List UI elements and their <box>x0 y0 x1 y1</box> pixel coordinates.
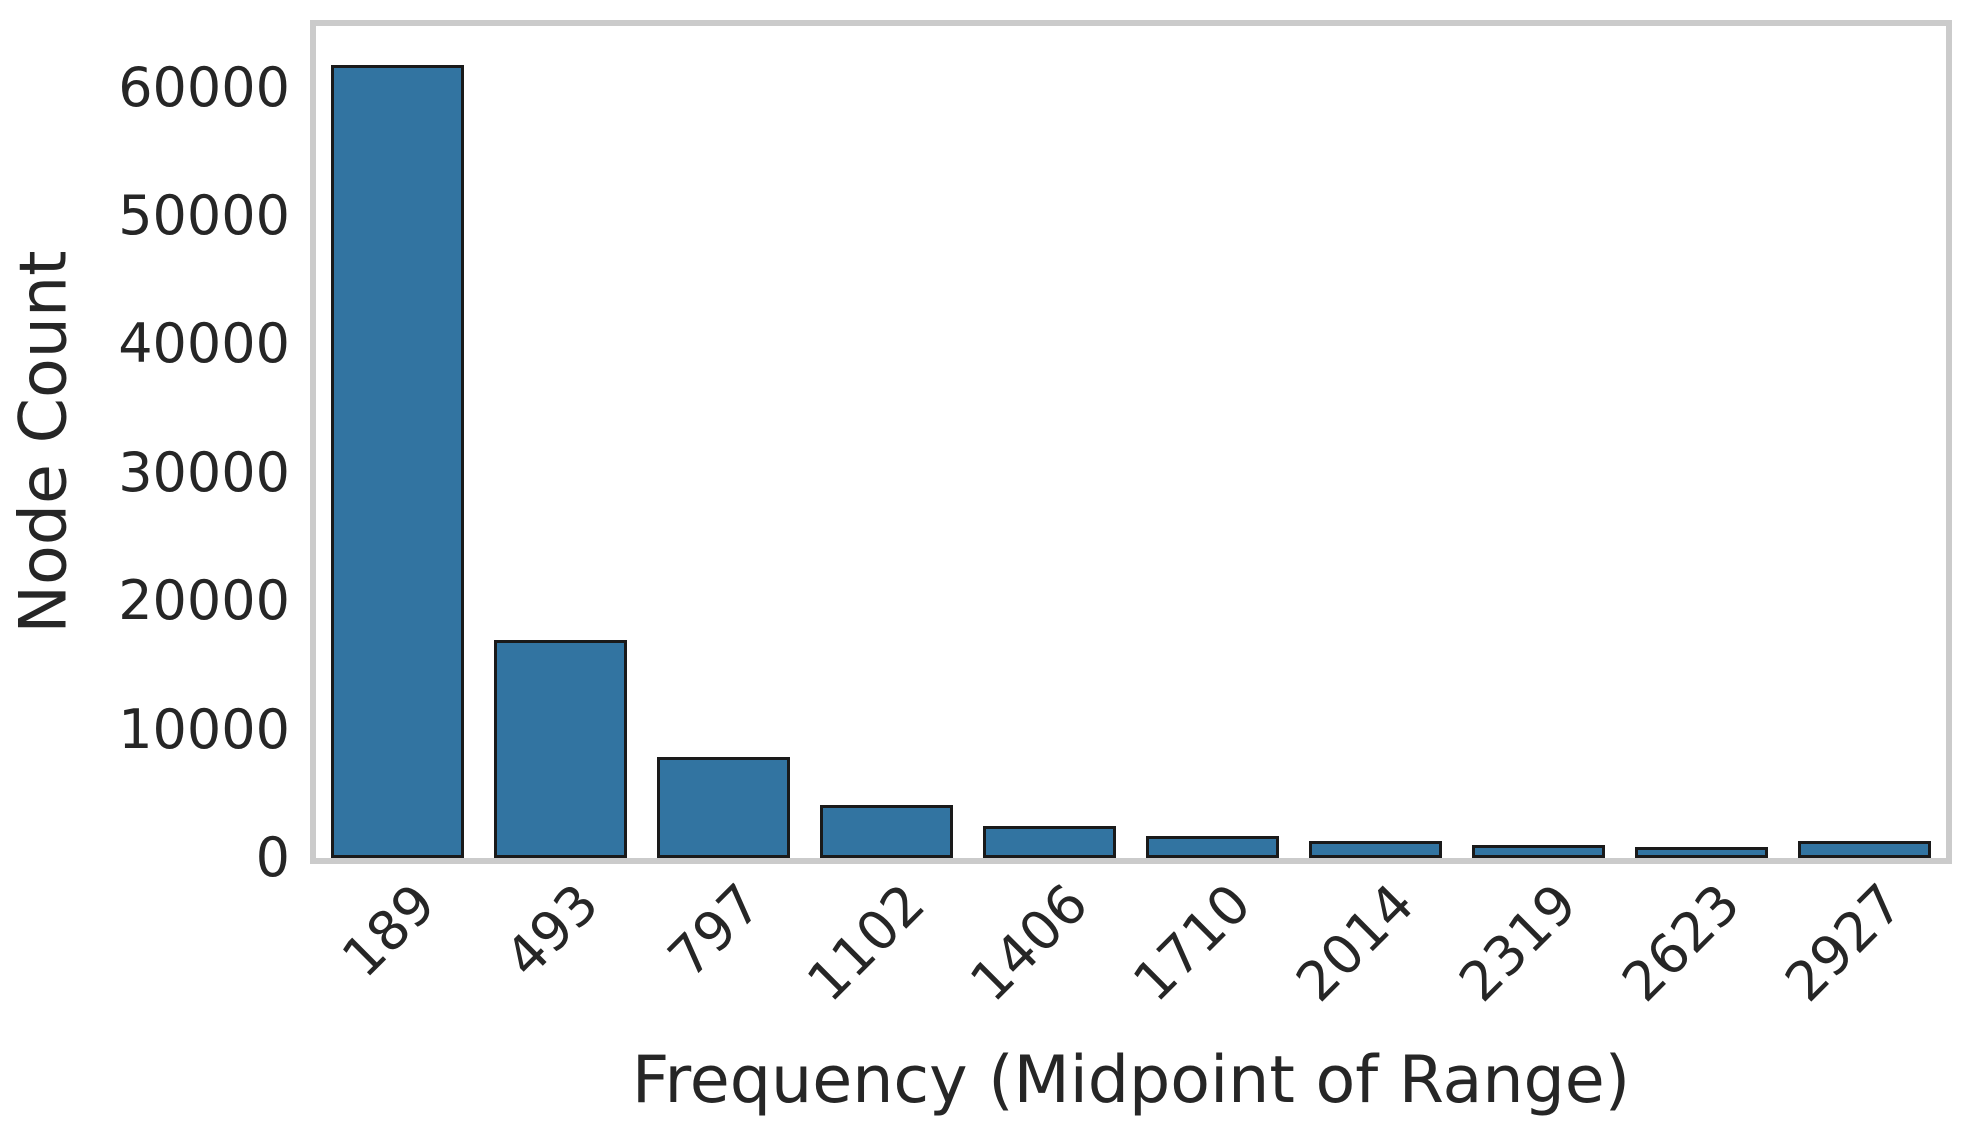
bar-slot <box>316 26 479 858</box>
x-tick-label: 2623 <box>1610 871 1752 1014</box>
y-tick-label: 50000 <box>118 184 290 248</box>
bar <box>983 825 1116 858</box>
y-tick-label: 40000 <box>118 312 290 376</box>
bar-slot <box>1131 26 1294 858</box>
bar <box>820 805 953 858</box>
x-tick-label: 1102 <box>795 871 937 1014</box>
y-tick-label: 20000 <box>118 569 290 633</box>
y-tick-label: 10000 <box>118 697 290 761</box>
x-tick-label: 2014 <box>1284 871 1426 1014</box>
bar-slot <box>479 26 642 858</box>
plot-area <box>310 20 1952 864</box>
x-tick-label: 493 <box>493 871 611 990</box>
y-tick-label: 60000 <box>118 55 290 119</box>
bar <box>494 639 627 858</box>
x-tick-label: 797 <box>656 871 774 990</box>
y-tick-label: 0 <box>255 826 290 889</box>
bars <box>316 26 1946 858</box>
bar <box>1146 836 1279 858</box>
bar <box>657 756 790 858</box>
bar <box>1472 844 1605 858</box>
bar-slot <box>642 26 805 858</box>
bar-slot <box>1620 26 1783 858</box>
bar-slot <box>1457 26 1620 858</box>
x-axis-title: Frequency (Midpoint of Range) <box>631 1043 1631 1118</box>
bar-slot <box>1294 26 1457 858</box>
x-tick-label: 189 <box>330 871 448 990</box>
x-tick-label: 2927 <box>1773 871 1915 1014</box>
bar-slot <box>805 26 968 858</box>
bar-slot <box>1783 26 1946 858</box>
bar <box>331 64 464 858</box>
bar <box>1309 841 1442 858</box>
y-tick-label: 30000 <box>118 440 290 504</box>
bar <box>1798 841 1931 858</box>
x-tick-label: 1710 <box>1121 871 1263 1014</box>
bar <box>1635 847 1768 858</box>
x-tick-label: 1406 <box>958 871 1100 1014</box>
x-tick-label: 2319 <box>1447 871 1589 1014</box>
bar-slot <box>968 26 1131 858</box>
